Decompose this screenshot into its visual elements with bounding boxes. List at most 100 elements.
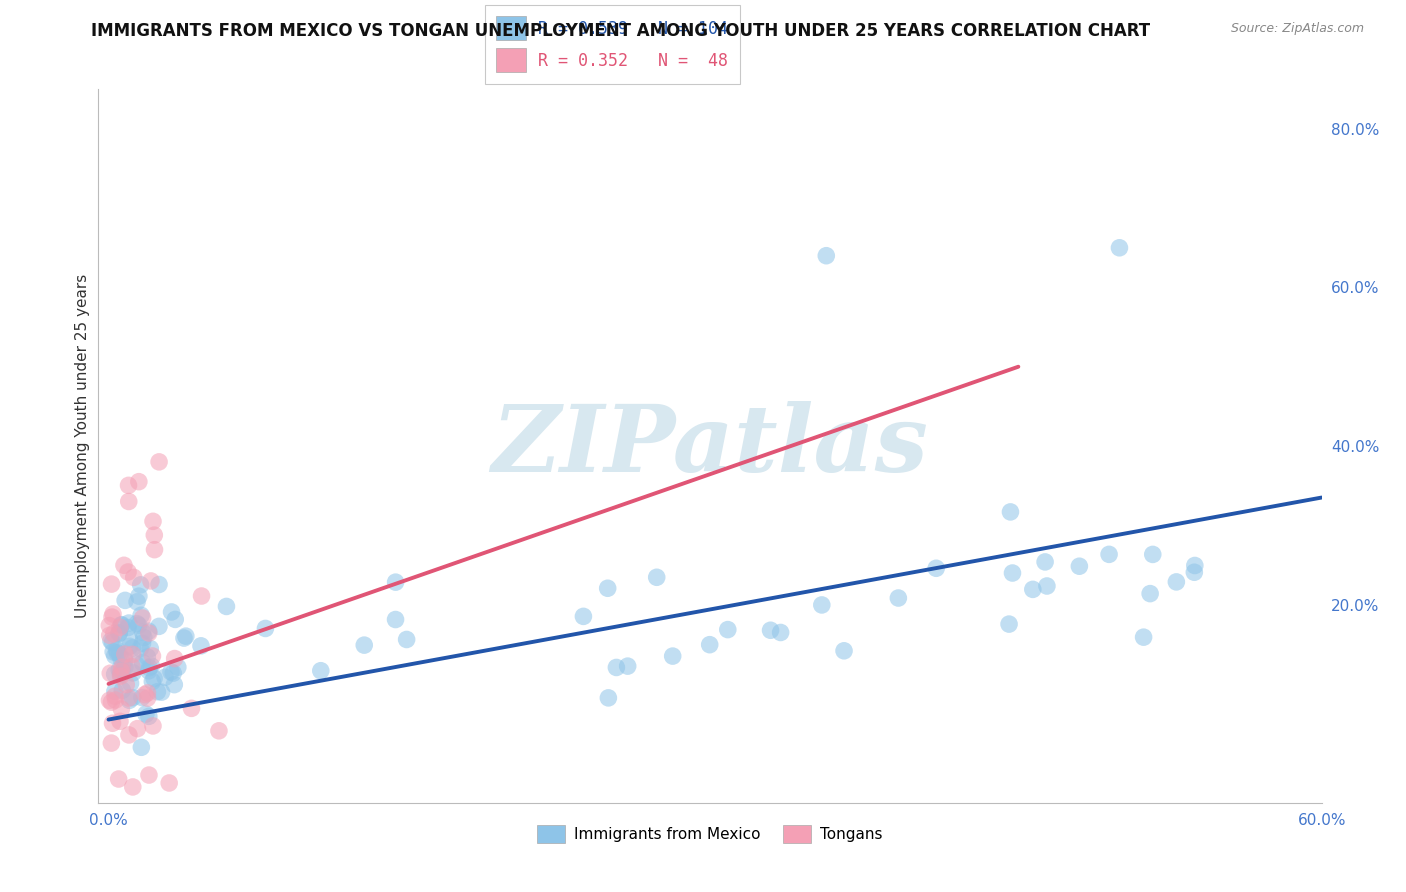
Text: Source: ZipAtlas.com: Source: ZipAtlas.com xyxy=(1230,22,1364,36)
Point xyxy=(108,647,131,661)
Point xyxy=(131,740,153,755)
Point xyxy=(110,702,132,716)
Point xyxy=(165,612,187,626)
Point xyxy=(139,641,162,656)
Point xyxy=(148,619,170,633)
Point xyxy=(1000,505,1022,519)
Point xyxy=(114,647,136,661)
Point xyxy=(190,639,212,653)
Point xyxy=(111,617,134,632)
Point xyxy=(141,648,163,663)
Point xyxy=(104,693,127,707)
Point xyxy=(98,693,121,707)
Point xyxy=(180,701,202,715)
Point xyxy=(148,455,170,469)
Legend: Immigrants from Mexico, Tongans: Immigrants from Mexico, Tongans xyxy=(531,819,889,848)
Point xyxy=(645,570,668,584)
Point xyxy=(121,648,143,662)
Text: IMMIGRANTS FROM MEXICO VS TONGAN UNEMPLOYMENT AMONG YOUTH UNDER 25 YEARS CORRELA: IMMIGRANTS FROM MEXICO VS TONGAN UNEMPLO… xyxy=(91,22,1150,40)
Point xyxy=(1184,558,1206,573)
Point xyxy=(1022,582,1045,597)
Point xyxy=(1069,559,1091,574)
Point xyxy=(661,649,683,664)
Point xyxy=(208,723,231,738)
Point xyxy=(135,707,157,722)
Point xyxy=(759,624,782,638)
Point xyxy=(1166,574,1188,589)
Point xyxy=(104,667,127,681)
Point xyxy=(254,622,277,636)
Point xyxy=(160,665,183,679)
Point xyxy=(384,575,406,590)
Point xyxy=(118,693,141,707)
Point xyxy=(131,656,153,670)
Text: ZIPatlas: ZIPatlas xyxy=(492,401,928,491)
Point xyxy=(131,690,153,705)
Point xyxy=(121,780,143,794)
Point xyxy=(572,609,595,624)
Point xyxy=(769,625,792,640)
Point xyxy=(110,669,132,683)
Point xyxy=(166,660,188,674)
Point xyxy=(160,605,183,619)
Point xyxy=(101,607,124,621)
Point xyxy=(118,728,141,742)
Point xyxy=(215,599,238,614)
Point xyxy=(163,651,186,665)
Point xyxy=(117,478,139,492)
Point xyxy=(138,661,160,675)
Point xyxy=(143,542,166,557)
Point xyxy=(925,561,948,575)
Point xyxy=(108,626,131,640)
Point xyxy=(141,674,163,689)
Point xyxy=(138,626,160,640)
Point xyxy=(1139,586,1161,600)
Point xyxy=(98,618,121,632)
Point xyxy=(120,676,142,690)
Point xyxy=(110,618,132,632)
Point xyxy=(108,625,131,640)
Point xyxy=(100,695,122,709)
Point xyxy=(121,659,143,673)
Point xyxy=(143,528,166,542)
Point xyxy=(129,578,152,592)
Point xyxy=(122,570,145,584)
Point xyxy=(111,664,134,678)
Point xyxy=(104,648,127,663)
Point xyxy=(136,650,159,665)
Point xyxy=(117,621,139,635)
Point xyxy=(110,664,132,678)
Point xyxy=(101,645,124,659)
Point xyxy=(100,633,122,648)
Point xyxy=(110,652,132,666)
Point xyxy=(112,558,135,573)
Point xyxy=(105,643,128,657)
Point xyxy=(128,475,150,489)
Point xyxy=(118,691,141,706)
Point xyxy=(605,660,627,674)
Point xyxy=(114,660,136,674)
Point xyxy=(136,686,159,700)
Point xyxy=(101,635,124,649)
Point xyxy=(384,613,406,627)
Point xyxy=(138,768,160,782)
Point xyxy=(717,623,740,637)
Point xyxy=(598,690,620,705)
Point xyxy=(110,667,132,681)
Point xyxy=(810,598,832,612)
Point xyxy=(108,663,131,677)
Point xyxy=(118,615,141,630)
Point xyxy=(138,664,160,678)
Point xyxy=(118,632,141,647)
Point xyxy=(153,670,176,684)
Point xyxy=(115,678,138,692)
Point xyxy=(104,684,127,698)
Point xyxy=(1108,241,1130,255)
Point xyxy=(136,691,159,706)
Point xyxy=(143,672,166,686)
Point xyxy=(129,641,152,656)
Y-axis label: Unemployment Among Youth under 25 years: Unemployment Among Youth under 25 years xyxy=(75,274,90,618)
Point xyxy=(1033,555,1056,569)
Point xyxy=(114,653,136,667)
Point xyxy=(127,722,149,736)
